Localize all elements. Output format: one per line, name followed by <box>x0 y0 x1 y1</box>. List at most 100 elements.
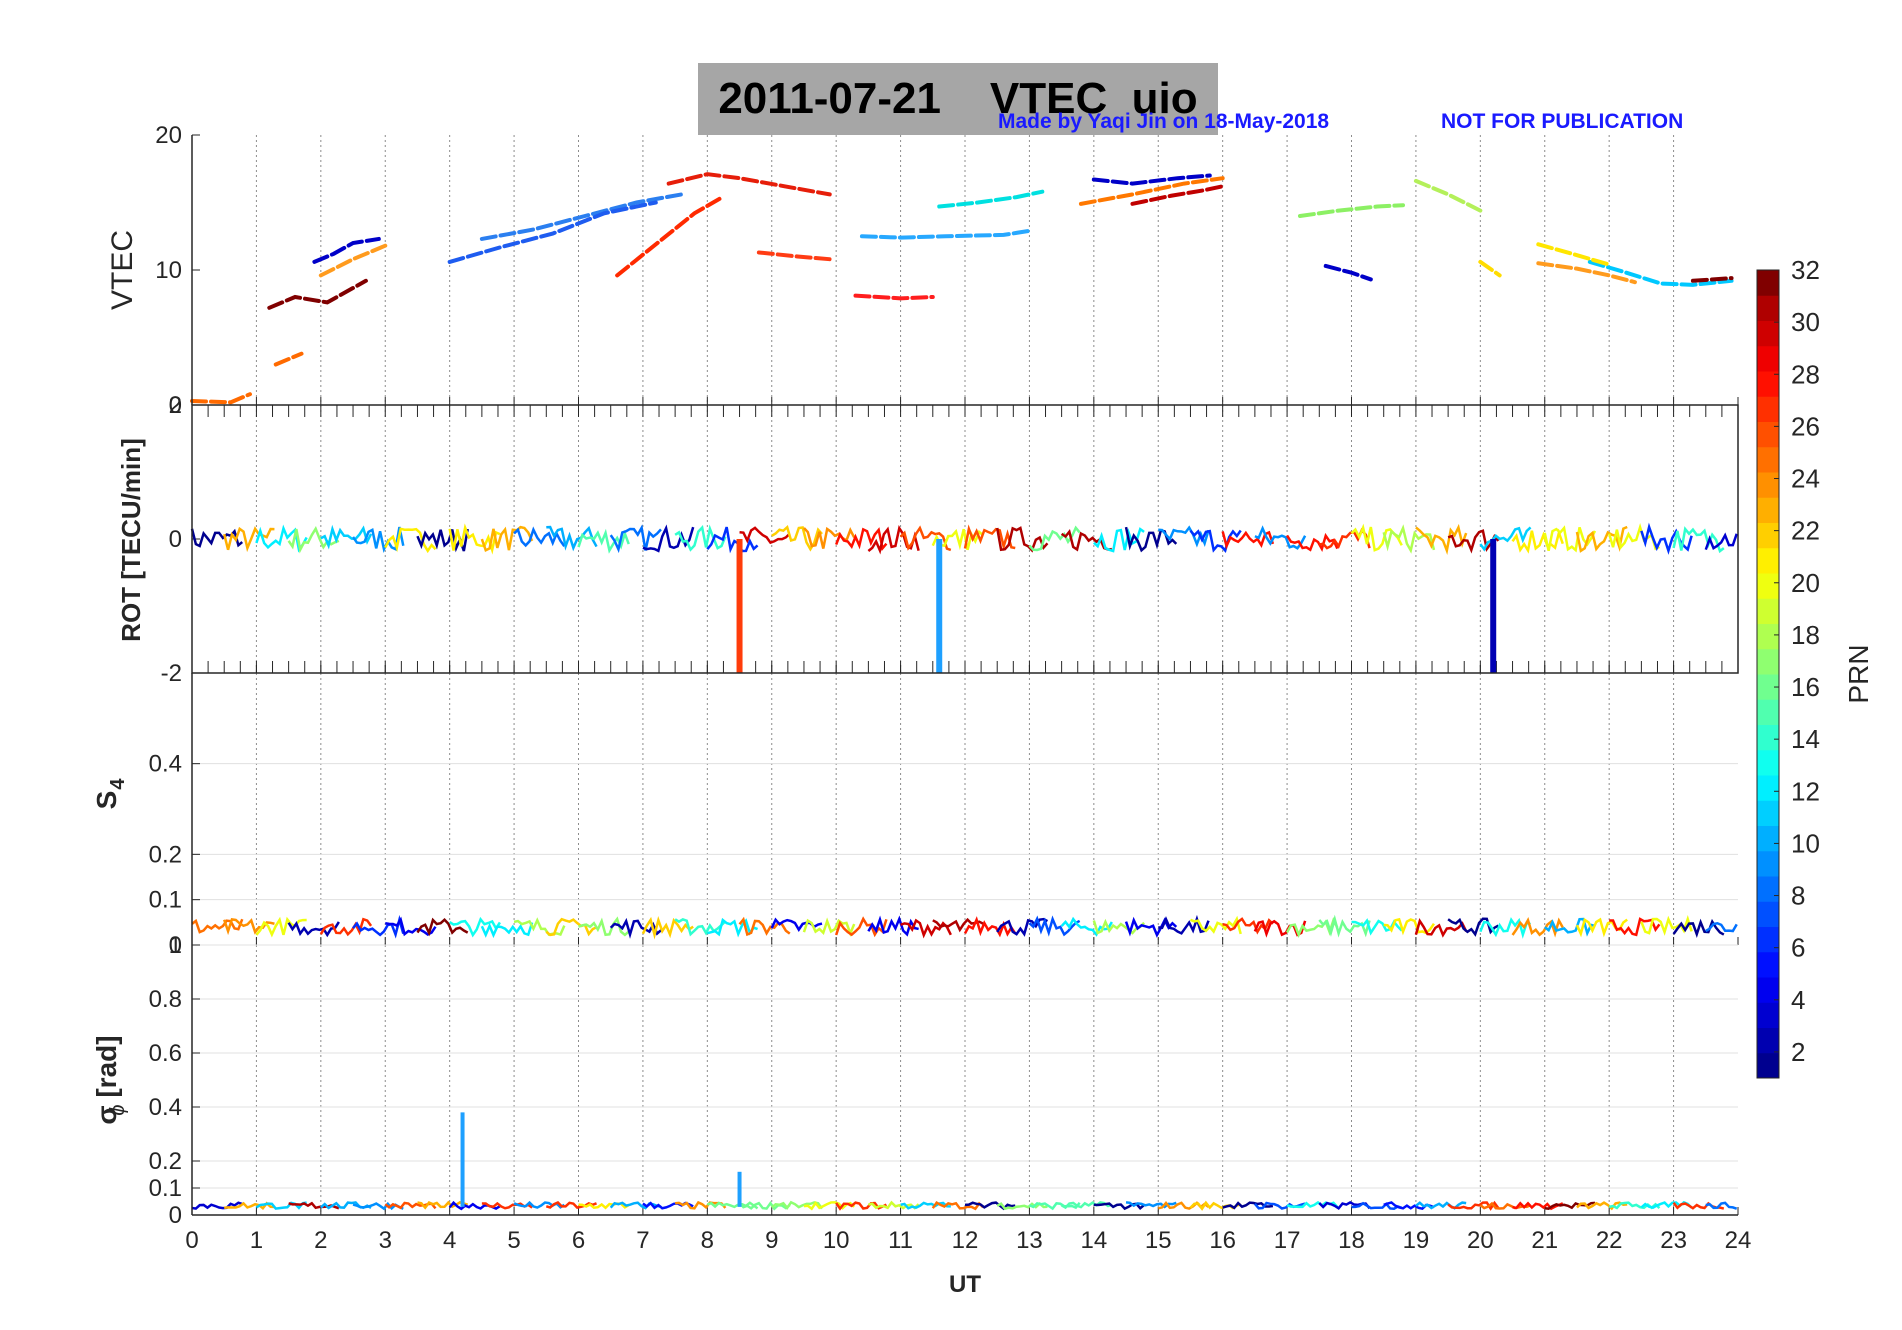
x-tick-label: 9 <box>765 1227 778 1254</box>
s4-trace <box>1414 917 1468 938</box>
y-tick-label: 1 <box>169 932 182 959</box>
colorbar-swatch <box>1757 926 1779 953</box>
colorbar-swatch <box>1757 775 1779 801</box>
colorbar-swatch <box>1757 446 1779 473</box>
rot-trace <box>1511 528 1564 554</box>
sigma-trace <box>1447 1200 1500 1211</box>
x-tick-label: 16 <box>1209 1227 1236 1254</box>
colorbar-tick-label: 26 <box>1791 411 1820 441</box>
x-tick-label: 23 <box>1660 1227 1687 1254</box>
sigma-trace <box>1061 1201 1113 1210</box>
colorbar-tick-label: 12 <box>1791 776 1820 806</box>
colorbar-tick-label: 10 <box>1791 828 1820 858</box>
vtec-axis-label: VTEC <box>106 230 139 310</box>
rot-trace <box>255 524 308 553</box>
x-axis-label: UT <box>949 1271 981 1298</box>
y-tick-label: 0.1 <box>149 1175 182 1202</box>
rot-trace <box>835 527 888 552</box>
colorbar-swatch <box>1757 1002 1779 1028</box>
colorbar-swatch <box>1757 573 1779 599</box>
y-tick-label: 0.2 <box>149 841 182 868</box>
rot-trace <box>190 528 244 548</box>
s4-trace <box>834 916 888 938</box>
colorbar-swatch <box>1757 1027 1779 1054</box>
rot-trace <box>867 525 920 555</box>
notice-text: NOT FOR PUBLICATION <box>1441 110 1684 133</box>
s4-trace <box>352 914 405 939</box>
rot-trace <box>1415 523 1468 556</box>
colorbar-swatch <box>1757 345 1779 372</box>
s4-axis-label: S <box>91 791 122 810</box>
colorbar-tick-label: 8 <box>1791 881 1805 911</box>
sigma-trace <box>964 1201 1016 1211</box>
s4-trace <box>867 915 919 937</box>
colorbar-swatch <box>1757 977 1779 1003</box>
colorbar-tick-label: 16 <box>1791 672 1820 702</box>
s4-trace <box>996 917 1049 937</box>
s4-trace <box>674 918 727 937</box>
s4-trace <box>900 918 952 939</box>
rot-trace <box>642 524 695 553</box>
y-tick-label: 0.1 <box>149 887 182 914</box>
colorbar-swatch <box>1757 850 1779 877</box>
rot-trace <box>771 524 823 552</box>
rot-trace <box>480 525 534 553</box>
colorbar-swatch <box>1757 648 1779 675</box>
colorbar-tick-label: 32 <box>1791 255 1820 285</box>
y-tick-label: -2 <box>161 660 182 687</box>
vtec-series-6 <box>615 196 723 278</box>
vtec-series-21 <box>1536 242 1612 267</box>
s4-trace <box>1447 917 1499 937</box>
x-tick-label: 14 <box>1080 1227 1107 1254</box>
y-tick-label: 0 <box>169 392 182 419</box>
sigma-trace <box>1576 1201 1628 1211</box>
rot-trace <box>1124 526 1178 553</box>
x-tick-label: 21 <box>1531 1227 1558 1254</box>
x-tick-label: 11 <box>888 1227 913 1254</box>
vtec-series-9 <box>853 293 935 301</box>
vtec-series-7 <box>666 172 832 197</box>
vtec-series-19 <box>1587 259 1734 287</box>
vtec-series-13 <box>1130 184 1225 206</box>
x-tick-label: 10 <box>823 1227 850 1254</box>
y-tick-label: 2 <box>169 392 182 419</box>
vtec-series-16 <box>1413 178 1483 213</box>
s4-trace <box>191 918 244 934</box>
s4-trace <box>1189 915 1242 935</box>
sigma-trace <box>706 1201 759 1210</box>
rot-trace <box>1382 524 1436 554</box>
colorbar-tick-label: 28 <box>1791 359 1820 389</box>
vtec-series-15 <box>1297 203 1406 218</box>
colorbar-swatch <box>1757 951 1779 978</box>
vtec-series-18 <box>1478 259 1502 278</box>
vtec-series-2 <box>318 243 388 278</box>
y-tick-label: 20 <box>155 122 182 149</box>
colorbar-tick-label: 2 <box>1791 1037 1805 1067</box>
colorbar-tick-label: 24 <box>1791 464 1820 494</box>
colorbar-swatch <box>1757 522 1779 549</box>
rot-trace <box>803 526 856 549</box>
colorbar-label: PRN <box>1843 644 1874 703</box>
rot-trace <box>352 526 405 553</box>
colorbar-swatch <box>1757 396 1779 422</box>
sigma-trace <box>803 1200 856 1211</box>
x-tick-label: 8 <box>701 1227 714 1254</box>
rot-trace <box>546 525 598 552</box>
s4-trace <box>963 916 1017 938</box>
y-tick-label: 0.4 <box>149 751 182 778</box>
s4-trace <box>545 917 598 937</box>
rot-trace <box>1350 523 1403 552</box>
colorbar-swatch <box>1757 497 1779 523</box>
sigma-trace <box>545 1200 597 1210</box>
s4-trace <box>480 922 534 939</box>
rot-trace <box>287 525 340 554</box>
rot-axis-label: ROT [TECU/min] <box>116 438 146 642</box>
sigma-trace <box>191 1201 243 1210</box>
sigma-trace <box>770 1200 824 1210</box>
rot-trace <box>1672 526 1725 554</box>
rot-trace <box>1060 528 1112 552</box>
x-tick-label: 7 <box>636 1227 649 1254</box>
rot-trace <box>1286 532 1339 553</box>
